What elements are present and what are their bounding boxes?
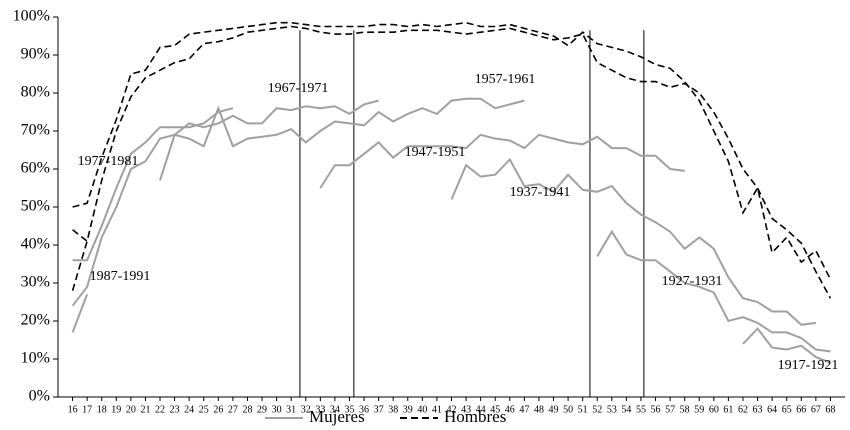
x-tick-label: 38 — [388, 404, 398, 415]
x-tick-label: 48 — [534, 404, 544, 415]
annotation: 1957-1961 — [475, 72, 536, 87]
x-tick-label: 45 — [490, 404, 500, 415]
series-line — [71, 25, 832, 299]
y-tick-label: 0% — [29, 388, 50, 405]
x-tick-label: 60 — [709, 404, 719, 415]
x-tick-label: 22 — [155, 404, 165, 415]
x-tick-label: 56 — [651, 404, 661, 415]
x-tick-label: 54 — [621, 404, 631, 415]
x-tick-label: 61 — [723, 404, 733, 415]
x-tick-label: 36 — [359, 404, 369, 415]
x-tick-label: 39 — [403, 404, 413, 415]
x-tick-label: 68 — [825, 404, 835, 415]
x-tick-label: 16 — [68, 404, 78, 415]
y-tick-label: 90% — [21, 46, 50, 63]
x-tick-label: 50 — [563, 404, 573, 415]
x-tick-label: 33 — [315, 404, 325, 415]
x-tick-label: 25 — [199, 404, 209, 415]
y-tick-label: 40% — [21, 236, 50, 253]
x-tick-label: 58 — [680, 404, 690, 415]
x-tick-label: 57 — [665, 404, 675, 415]
series-line — [159, 99, 379, 181]
x-tick-label: 30 — [272, 404, 282, 415]
x-tick-label: 28 — [242, 404, 252, 415]
x-tick-label: 19 — [111, 404, 121, 415]
x-tick-label: 31 — [286, 404, 296, 415]
x-tick-label: 18 — [97, 404, 107, 415]
x-tick-label: 47 — [519, 404, 529, 415]
y-tick-label: 100% — [13, 8, 50, 25]
x-tick-label: 34 — [330, 404, 340, 415]
x-tick-label: 42 — [447, 404, 457, 415]
x-tick-label: 52 — [592, 404, 602, 415]
x-tick-label: 44 — [476, 404, 486, 415]
x-tick-label: 63 — [753, 404, 763, 415]
series-line — [319, 133, 685, 189]
annotation: 1937-1941 — [510, 185, 571, 200]
x-tick-label: 23 — [170, 404, 180, 415]
y-tick-label: 10% — [21, 350, 50, 367]
series-line — [71, 294, 89, 333]
x-tick-label: 64 — [767, 404, 777, 415]
series-line — [450, 157, 817, 326]
annotation: 1917-1921 — [778, 358, 839, 373]
y-tick-label: 20% — [21, 312, 50, 329]
series-line — [72, 107, 234, 262]
y-tick-label: 70% — [21, 122, 50, 139]
annotation: 1927-1931 — [662, 274, 723, 289]
series-line — [72, 229, 88, 242]
x-tick-label: 40 — [417, 404, 427, 415]
x-tick-label: 35 — [344, 404, 354, 415]
series-line — [72, 21, 832, 280]
series-line — [71, 97, 525, 307]
x-tick-label: 59 — [694, 404, 704, 415]
x-tick-label: 41 — [432, 404, 442, 415]
x-tick-label: 65 — [782, 404, 792, 415]
annotation: 1987-1991 — [90, 269, 151, 284]
x-tick-label: 43 — [461, 404, 471, 415]
x-tick-label: 27 — [228, 404, 238, 415]
legend-label: Hombres — [444, 407, 506, 426]
annotation: 1947-1951 — [405, 145, 466, 160]
x-tick-label: 55 — [636, 404, 646, 415]
y-tick-label: 30% — [21, 274, 50, 291]
x-tick-label: 26 — [213, 404, 223, 415]
y-tick-label: 60% — [21, 160, 50, 177]
x-tick-label: 51 — [578, 404, 588, 415]
x-tick-label: 67 — [811, 404, 821, 415]
x-tick-label: 66 — [796, 404, 806, 415]
x-tick-label: 46 — [505, 404, 515, 415]
x-tick-label: 53 — [607, 404, 617, 415]
x-tick-label: 21 — [140, 404, 150, 415]
legend-label: Mujeres — [309, 407, 365, 426]
series-line — [742, 327, 831, 364]
x-tick-label: 24 — [184, 404, 194, 415]
series-line — [596, 229, 831, 353]
x-tick-label: 49 — [549, 404, 559, 415]
x-tick-label: 62 — [738, 404, 748, 415]
x-tick-label: 37 — [374, 404, 384, 415]
x-tick-label: 20 — [126, 404, 136, 415]
x-tick-label: 32 — [301, 404, 311, 415]
y-tick-label: 80% — [21, 84, 50, 101]
x-tick-label: 29 — [257, 404, 267, 415]
x-tick-label: 17 — [82, 404, 92, 415]
y-tick-label: 50% — [21, 198, 50, 215]
annotation: 1967-1971 — [268, 81, 329, 96]
annotation: 1977-1981 — [78, 154, 139, 169]
